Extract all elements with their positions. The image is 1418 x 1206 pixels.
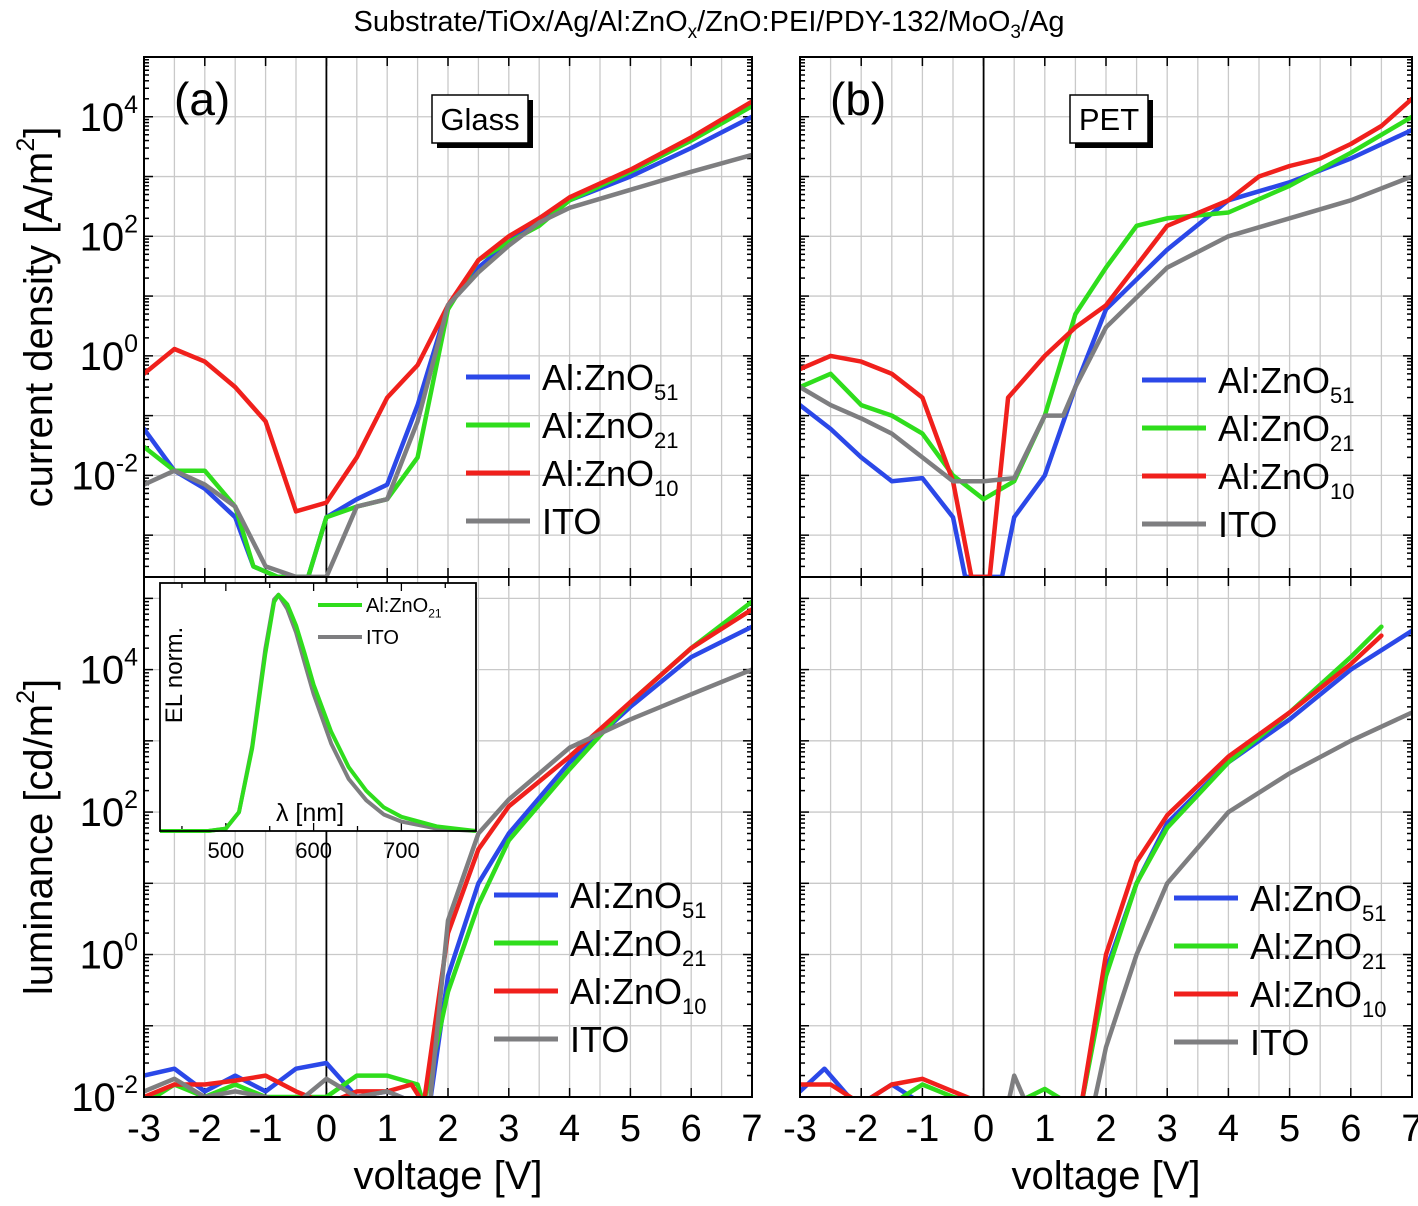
- legend-label: Al:ZnO21: [570, 923, 707, 971]
- x-tick-label: -1: [906, 1108, 940, 1150]
- x-tick-label: 3: [498, 1108, 519, 1150]
- plot-frame: [799, 576, 1413, 1098]
- y-axis-label: luminance [cd/m2]: [12, 679, 61, 995]
- legend-label: ITO: [1250, 1022, 1309, 1063]
- x-tick-label: 6: [1340, 1108, 1361, 1150]
- x-tick-label: 3: [1157, 1108, 1178, 1150]
- series-line-AZO10: [144, 607, 752, 1097]
- x-tick-label: 5: [1279, 1108, 1300, 1150]
- legend-label: Al:ZnO21: [542, 405, 679, 453]
- series-line-AZO10: [144, 99, 752, 514]
- x-axis-label: voltage [V]: [353, 1154, 542, 1198]
- x-tick-label: 1: [1034, 1108, 1055, 1150]
- inset-frame: [159, 582, 477, 832]
- inset-x-axis-label: λ [nm]: [276, 799, 344, 827]
- legend-label: Al:ZnO51: [542, 357, 679, 405]
- legend-label: Al:ZnO10: [542, 453, 679, 501]
- x-tick-label: -1: [249, 1108, 283, 1150]
- inset-legend-label: Al:ZnO21: [366, 595, 442, 621]
- figure-title: Substrate/TiOx/Ag/Al:ZnOx/ZnO:PEI/PDY-13…: [353, 6, 1065, 43]
- y-tick-label: 100: [80, 330, 138, 379]
- legend-label: Al:ZnO51: [1218, 360, 1355, 408]
- x-tick-label: -3: [127, 1108, 161, 1150]
- series-line-AZO51: [144, 624, 752, 1097]
- legend-label: ITO: [1218, 504, 1277, 545]
- x-tick-label: 5: [620, 1108, 641, 1150]
- y-tick-label: 102: [80, 786, 138, 835]
- panel-a_top: 10-2 100 102 104 current density [A/m2] (a) Gl…: [12, 56, 753, 578]
- inset-series-AZO21: [160, 592, 477, 833]
- series-line-ITO: [800, 174, 1412, 484]
- x-tick-label: 4: [559, 1108, 580, 1150]
- legend-label: ITO: [542, 501, 601, 542]
- substrate-label: Glass: [440, 102, 519, 137]
- x-tick-label: 2: [437, 1108, 458, 1150]
- x-tick-label: 0: [973, 1108, 994, 1150]
- series-line-AZO10: [800, 633, 1384, 1097]
- substrate-box: [1069, 94, 1149, 144]
- series-line-ITO: [144, 152, 752, 577]
- substrate-box: [431, 94, 529, 144]
- series-line-AZO10: [800, 96, 1412, 577]
- grid: [800, 577, 1412, 1098]
- panel-a_bottom: 10-2 100 102 104 -3 -2 -1 0 1 2 3 4 5 6 7 voltage [V] lu…: [12, 576, 763, 1198]
- series-line-ITO: [144, 667, 752, 1097]
- x-tick-label: 6: [681, 1108, 702, 1150]
- series-line-AZO51: [800, 127, 1412, 577]
- series-group: [800, 96, 1412, 577]
- substrate-label: PET: [1079, 102, 1139, 137]
- y-tick-label: 102: [80, 210, 138, 259]
- series-group: [144, 599, 752, 1097]
- inset-x-tick-label: 600: [295, 838, 332, 863]
- x-tick-label: 7: [1401, 1108, 1418, 1150]
- x-tick-label: 2: [1095, 1108, 1116, 1150]
- inset-chart: 500 600 700 λ [nm] EL norm. Al:ZnO21 ITO: [159, 582, 477, 863]
- y-tick-label: 104: [80, 91, 139, 140]
- x-tick-label: 4: [1218, 1108, 1239, 1150]
- legend-label: Al:ZnO21: [1218, 408, 1355, 456]
- plot-frame: [143, 576, 753, 1098]
- series-group: [144, 99, 752, 577]
- panel-label: (b): [830, 73, 886, 125]
- y-tick-label: 104: [80, 644, 139, 693]
- legend-label: Al:ZnO10: [570, 971, 707, 1019]
- inset-y-axis-label: EL norm.: [161, 627, 188, 723]
- inset-x-tick-label: 500: [207, 838, 244, 863]
- x-axis-label: voltage [V]: [1011, 1154, 1200, 1198]
- legend-label: Al:ZnO10: [1250, 974, 1387, 1022]
- panel-b_bottom: -3 -2 -1 0 1 2 3 4 5 6 7 voltage [V] Al:ZnO51Al:ZnO2…: [783, 576, 1418, 1198]
- inset-legend-label: ITO: [366, 627, 399, 649]
- inset-x-tick-label: 700: [383, 838, 420, 863]
- legend-label: Al:ZnO51: [1250, 878, 1387, 926]
- x-tick-label: -3: [783, 1108, 817, 1150]
- y-tick-label: 100: [80, 929, 138, 978]
- x-tick-label: -2: [844, 1108, 878, 1150]
- panel-label: (a): [174, 73, 230, 125]
- x-tick-label: 7: [741, 1108, 762, 1150]
- legend-label: ITO: [570, 1019, 629, 1060]
- y-tick-label: 10-2: [71, 1071, 138, 1120]
- x-tick-label: 1: [377, 1108, 398, 1150]
- legend-label: Al:ZnO10: [1218, 456, 1355, 504]
- x-tick-label: -2: [188, 1108, 222, 1150]
- series-line-ITO: [1007, 710, 1412, 1097]
- y-tick-label: 10-2: [71, 449, 138, 498]
- legend-label: Al:ZnO51: [570, 875, 707, 923]
- x-tick-label: 0: [316, 1108, 337, 1150]
- series-line-AZO21: [150, 599, 752, 1097]
- y-axis-label: current density [A/m2]: [12, 127, 61, 508]
- legend-label: Al:ZnO21: [1250, 926, 1387, 974]
